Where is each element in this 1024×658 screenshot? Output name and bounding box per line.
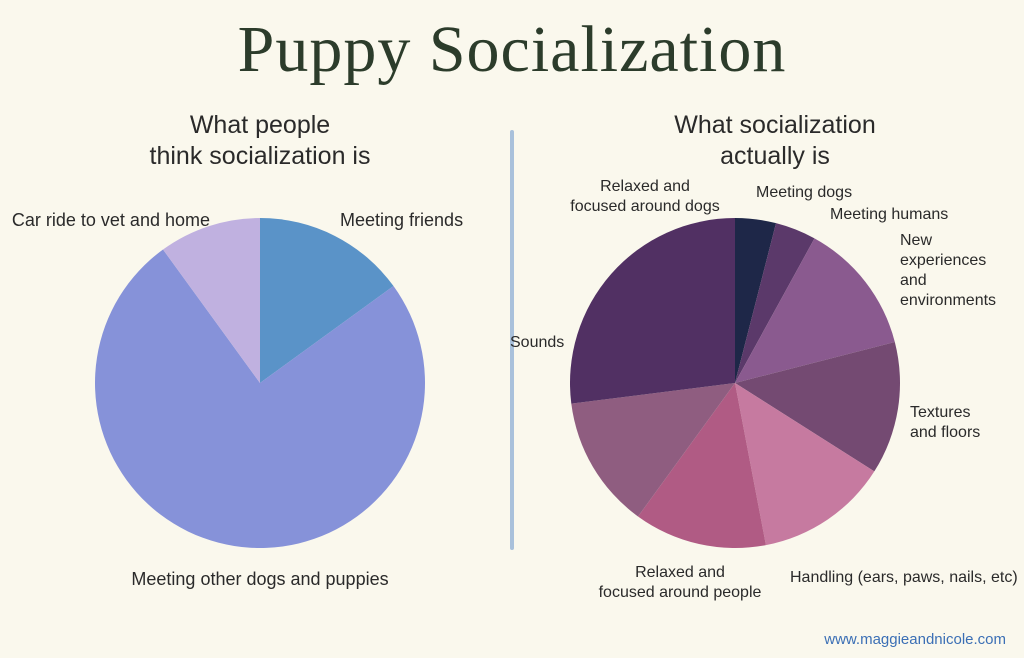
right-label-handling: Handling (ears, paws, nails, etc) [790, 568, 1020, 588]
right-chart-wrap: Meeting dogs Meeting humans New experien… [530, 183, 1020, 623]
right-subtitle-l1: What socialization [674, 111, 875, 139]
right-label-meeting-humans: Meeting humans [830, 205, 948, 225]
left-section: What people think socialization is Meeti… [20, 110, 500, 623]
left-subtitle-l2: think socialization is [150, 142, 371, 170]
right-subtitle: What socialization actually is [530, 110, 1020, 173]
right-label-rp-l1: Relaxed and [635, 564, 725, 581]
right-label-rd-l2: focused around dogs [570, 198, 719, 215]
right-label-rp-l2: focused around people [599, 584, 762, 601]
left-label-meeting-friends: Meeting friends [340, 209, 463, 232]
right-label-relaxed-people: Relaxed and focused around people [590, 563, 770, 603]
left-label-meeting-dogs-puppies: Meeting other dogs and puppies [100, 568, 420, 591]
right-section: What socialization actually is Meeting d… [530, 110, 1020, 623]
right-label-new-exp-l1: New experiences [900, 232, 986, 269]
right-label-meeting-dogs: Meeting dogs [756, 183, 852, 203]
left-label-car-ride: Car ride to vet and home [10, 209, 210, 232]
right-label-rd-l1: Relaxed and [600, 178, 690, 195]
right-label-relaxed-dogs: Relaxed and focused around dogs [565, 177, 725, 217]
right-pie-chart [570, 218, 900, 548]
left-chart-wrap: Meeting friends Meeting other dogs and p… [20, 183, 500, 623]
page-title: Puppy Socialization [0, 12, 1024, 88]
right-label-textures-l2: and floors [910, 424, 980, 441]
right-label-sounds: Sounds [510, 333, 564, 353]
right-label-new-experiences: New experiences and environments [900, 231, 1020, 311]
right-label-new-exp-l2: and [900, 272, 927, 289]
right-subtitle-l2: actually is [720, 142, 830, 170]
right-label-textures-l1: Textures [910, 404, 970, 421]
left-subtitle: What people think socialization is [20, 110, 500, 173]
pie-slice [570, 218, 735, 404]
attribution-link[interactable]: www.maggieandnicole.com [824, 631, 1006, 648]
left-subtitle-l1: What people [190, 111, 330, 139]
right-label-new-exp-l3: environments [900, 292, 996, 309]
left-pie-chart [95, 218, 425, 548]
right-label-textures: Textures and floors [910, 403, 980, 443]
